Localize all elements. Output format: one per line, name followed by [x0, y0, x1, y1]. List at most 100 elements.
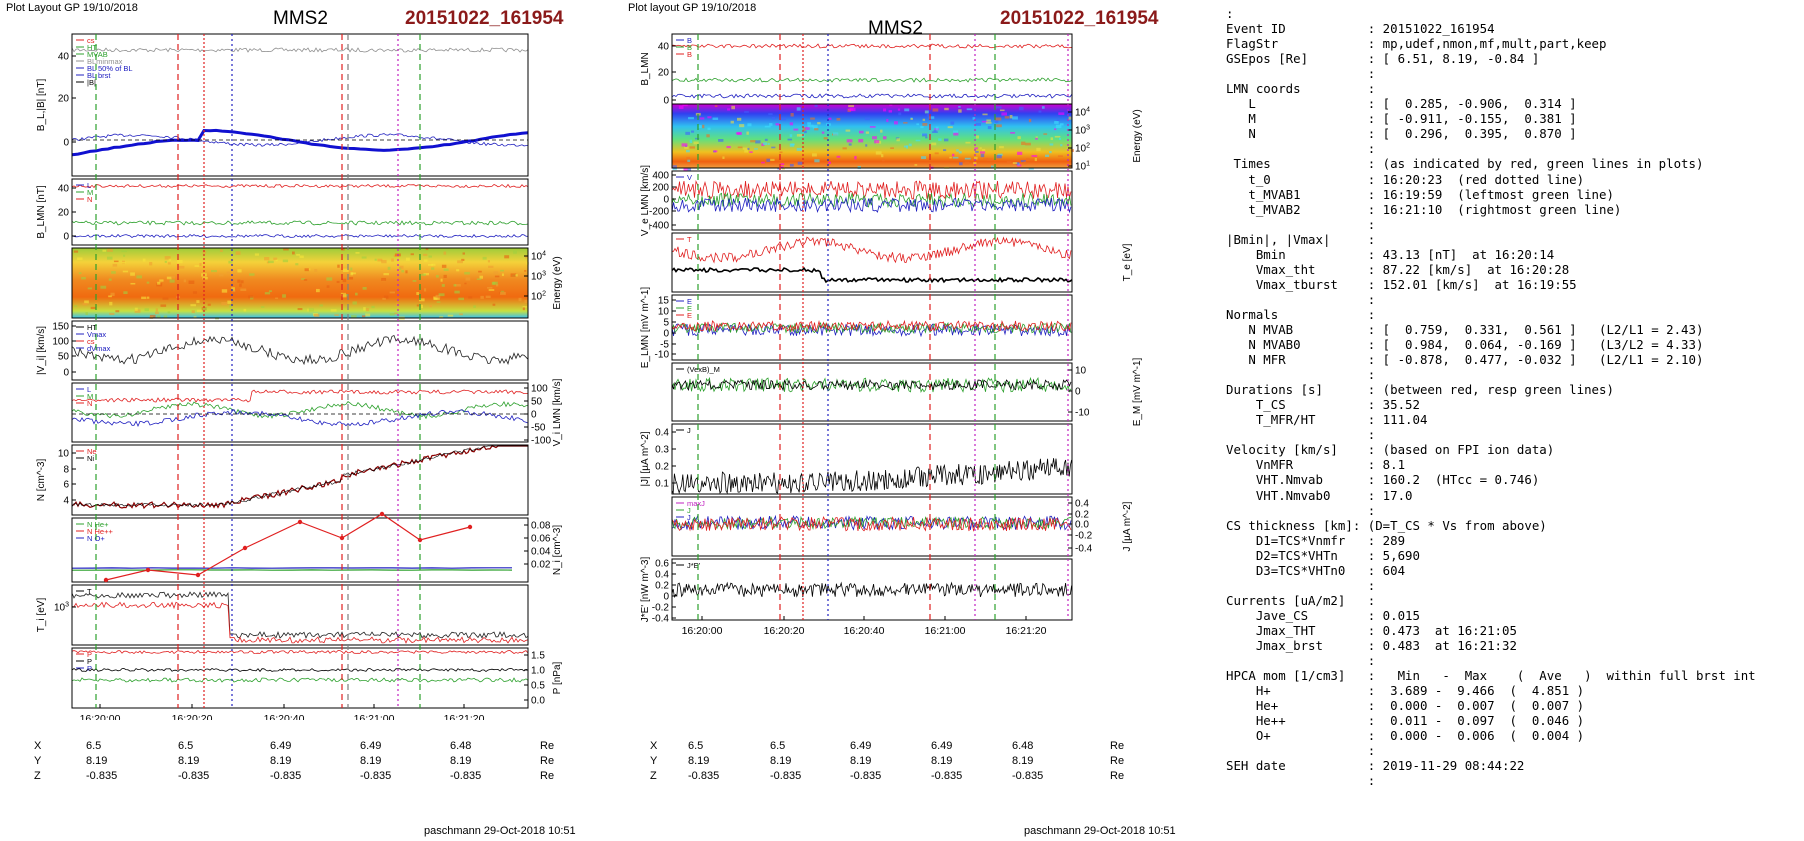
- spec-pixel: [836, 155, 841, 158]
- spec-pixel: [814, 159, 820, 163]
- coord-value: 6.5: [178, 740, 194, 752]
- spec-pixel: [904, 108, 910, 112]
- spec-pixel: [814, 104, 818, 107]
- panel-vilmn: 100 50 0 -50 -100 V_i LMN [km/s] LMN: [71, 378, 563, 447]
- spec-pixel: [958, 151, 962, 154]
- spec-pixel: [192, 291, 198, 294]
- spectrogram: [72, 248, 528, 318]
- series-line: [671, 321, 1072, 335]
- coord-value: -0.835: [178, 770, 210, 782]
- spec-pixel: [431, 263, 436, 266]
- spec-pixel: [1004, 116, 1010, 119]
- coord-value: 8.19: [450, 755, 472, 767]
- tick-label: 0.2: [655, 581, 669, 592]
- spec-pixel: [681, 143, 688, 147]
- spectrogram: [672, 104, 1072, 168]
- spec-pixel: [812, 125, 818, 129]
- spec-pixel: [790, 113, 794, 117]
- coord-label: Y: [650, 755, 658, 767]
- spec-pixel: [990, 162, 994, 165]
- spec-pixel: [952, 156, 959, 159]
- spec-pixel: [1010, 131, 1016, 134]
- spec-pixel: [157, 281, 161, 285]
- spec-pixel: [336, 280, 340, 284]
- spec-pixel: [975, 150, 979, 153]
- spec-pixel: [750, 140, 756, 143]
- spec-pixel: [807, 124, 814, 128]
- spec-pixel: [742, 147, 749, 150]
- spec-pixel: [964, 161, 970, 165]
- spec-pixel: [196, 300, 200, 303]
- legend-entry: |B|: [87, 78, 96, 87]
- spec-pixel: [431, 267, 435, 270]
- spec-pixel: [999, 109, 1005, 112]
- legend-entry: HT: [87, 323, 97, 332]
- spec-pixel: [301, 278, 306, 280]
- time-tick-label: 16:20:00: [682, 625, 723, 637]
- spec-pixel: [178, 265, 185, 269]
- y-axis-label: Energy (eV): [552, 256, 563, 309]
- coord-value: -0.835: [770, 770, 802, 782]
- spec-pixel: [754, 148, 758, 150]
- coord-value: 6.49: [360, 740, 382, 752]
- panel-blmn: 40 20 0 B_LMN [nT] LMN: [36, 178, 529, 246]
- spec-pixel: [136, 275, 142, 279]
- series-line: [671, 266, 1073, 284]
- spec-pixel: [102, 249, 107, 252]
- tick-label: 1.0: [531, 666, 545, 677]
- spec-pixel: [836, 117, 841, 121]
- tick-label: 8: [63, 465, 69, 476]
- series-line: [71, 445, 528, 508]
- spec-pixel: [455, 283, 461, 287]
- tick-label: -10: [1075, 408, 1090, 419]
- hpca-point: [467, 524, 473, 530]
- coord-value: 6.5: [770, 740, 786, 752]
- spec-pixel: [1031, 155, 1038, 157]
- tick-label: 0: [663, 195, 669, 206]
- legend-entry: L: [87, 385, 91, 394]
- series-line: [71, 445, 528, 510]
- spec-pixel: [115, 310, 120, 313]
- spec-pixel: [889, 104, 893, 106]
- spec-pixel: [683, 167, 688, 171]
- spec-pixel: [1015, 162, 1020, 165]
- spec-pixel: [326, 285, 330, 288]
- legend-entry: E: [687, 297, 692, 306]
- tick-exp: 4: [542, 251, 546, 258]
- spec-pixel: [810, 117, 815, 120]
- coord-value: 8.19: [931, 755, 953, 767]
- spec-pixel: [1050, 137, 1054, 141]
- panel-frame: [71, 320, 529, 381]
- tick-label: 10: [58, 449, 70, 460]
- spec-pixel: [164, 256, 171, 260]
- coord-value: 8.19: [688, 755, 710, 767]
- spec-pixel: [231, 287, 235, 291]
- spec-pixel: [235, 251, 241, 255]
- legend-entry: BLminmax: [87, 57, 123, 66]
- spec-pixel: [823, 137, 828, 140]
- spec-pixel: [1054, 128, 1057, 131]
- spec-pixel: [1035, 136, 1038, 139]
- tick-label: 0.4: [655, 570, 669, 581]
- legend-entry: cs: [87, 36, 95, 45]
- spec-pixel: [1012, 116, 1018, 120]
- spec-pixel: [160, 304, 167, 307]
- spec-pixel: [494, 275, 500, 278]
- panel-blmn: 40 20 0 B_LMN BBB: [640, 33, 1073, 107]
- spec-pixel: [897, 108, 901, 111]
- spec-pixel: [1054, 121, 1059, 124]
- spec-pixel: [986, 119, 991, 122]
- spec-pixel: [154, 311, 159, 315]
- spec-pixel: [858, 138, 864, 143]
- spec-pixel: [874, 140, 880, 144]
- y-axis-label: P [nPa]: [552, 661, 563, 694]
- spec-pixel: [355, 251, 360, 254]
- tick-label: 0.08: [531, 521, 551, 532]
- spec-pixel: [237, 279, 241, 283]
- spec-pixel: [922, 123, 928, 126]
- spec-pixel: [789, 122, 794, 126]
- spec-pixel: [1045, 154, 1050, 157]
- tick-label: 0: [663, 96, 669, 107]
- y-axis-label: B_L,|B| [nT]: [36, 79, 47, 132]
- spec-pixel: [428, 255, 432, 258]
